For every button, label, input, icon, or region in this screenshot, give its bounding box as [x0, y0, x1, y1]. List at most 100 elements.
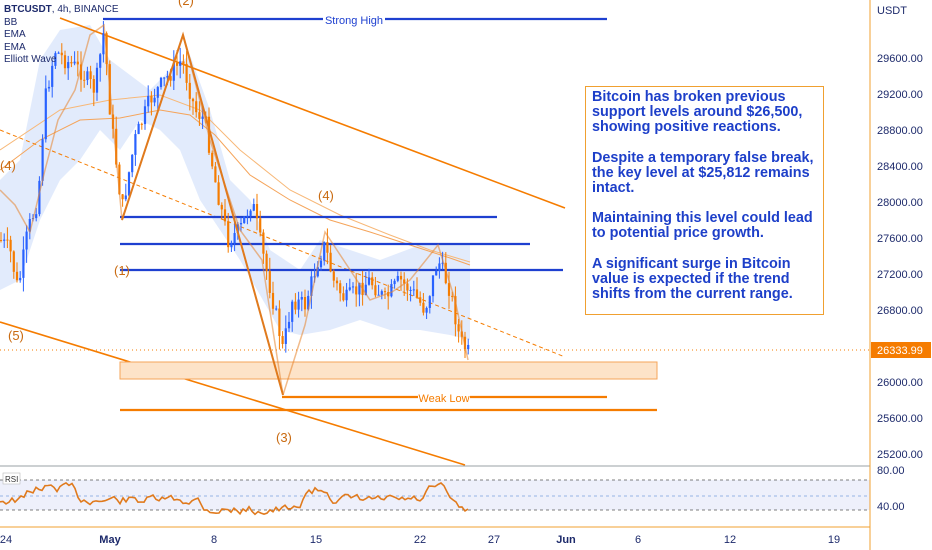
- candle-body: [467, 344, 470, 350]
- candle-body: [230, 243, 233, 248]
- price-tick-label: 29600.00: [877, 53, 923, 65]
- candle-body: [25, 231, 28, 250]
- candle-body: [95, 67, 99, 93]
- candle-body: [371, 277, 374, 286]
- candle-body: [303, 296, 307, 310]
- candle-body: [287, 321, 291, 329]
- candle-body: [431, 275, 435, 297]
- candle-body: [60, 52, 63, 56]
- candle-body: [38, 180, 41, 215]
- candle-body: [83, 79, 86, 81]
- candle-body: [307, 295, 310, 310]
- candle-body: [134, 134, 137, 155]
- price-tick-label: 28800.00: [877, 125, 923, 137]
- wave-label-3: (3): [276, 430, 292, 445]
- candle-body: [89, 71, 92, 80]
- candle-body: [300, 296, 303, 300]
- candle-body: [291, 301, 294, 322]
- price-tick-label: 26000.00: [877, 377, 923, 389]
- candle-body: [281, 336, 284, 344]
- price-tick-label: 28000.00: [877, 197, 923, 209]
- candle-body: [76, 61, 79, 65]
- ema-line-fast: [0, 109, 471, 266]
- candle-body: [172, 62, 175, 81]
- candle-body: [422, 302, 425, 313]
- candle-body: [399, 275, 403, 280]
- candle-body: [409, 289, 412, 291]
- wave-label-2: (2): [178, 0, 194, 8]
- rsi-tick-40: 40.00: [877, 501, 905, 513]
- wave-label-1: (1): [114, 263, 130, 278]
- candle-body: [265, 253, 268, 272]
- candle-body: [57, 52, 60, 54]
- candle-body: [297, 299, 300, 310]
- callout-paragraph-4: A significant surge in Bitcoin value is …: [592, 255, 793, 303]
- price-tick-label: 26800.00: [877, 305, 923, 317]
- candle-body: [143, 106, 147, 125]
- legend-indicator-ema-2[interactable]: EMA: [4, 41, 26, 53]
- price-tick-label: 25200.00: [877, 449, 923, 461]
- elliott-wave-leg: [121, 31, 284, 396]
- candle-body: [163, 77, 166, 79]
- candle-body: [217, 182, 220, 205]
- candle-body: [121, 194, 124, 200]
- candle-body: [364, 284, 367, 296]
- candle-body: [150, 95, 153, 103]
- candle-body: [246, 215, 249, 217]
- weak-low-label: Weak Low: [418, 393, 469, 405]
- candle-body: [44, 88, 47, 140]
- weak-low-label-bg: [418, 390, 470, 404]
- candle-body: [255, 204, 259, 219]
- legend-indicator-elliott[interactable]: Elliott Wave: [4, 54, 57, 65]
- candle-body: [323, 242, 326, 261]
- candle-body: [374, 285, 377, 296]
- rsi-line: [0, 481, 469, 516]
- legend-indicator-ema-1[interactable]: EMA: [4, 29, 26, 40]
- candle-body: [12, 251, 15, 272]
- candle-body: [9, 239, 12, 252]
- candle-body: [99, 54, 102, 68]
- candle-body: [383, 291, 387, 293]
- candle-body: [390, 284, 393, 297]
- candle-body: [377, 294, 380, 296]
- candle-body: [220, 204, 223, 210]
- candle-body: [294, 301, 297, 310]
- candle-body: [259, 218, 262, 233]
- price-tick-label: 25600.00: [877, 413, 923, 425]
- candle-body: [118, 164, 121, 195]
- legend-interval[interactable]: 4h: [57, 4, 69, 15]
- candle-body: [201, 116, 204, 119]
- legend-symbol-row: BTCUSDT, 4h, BINANCE: [4, 4, 119, 15]
- candle-body: [0, 240, 3, 241]
- candle-body: [115, 128, 118, 165]
- candle-body: [6, 239, 9, 241]
- candle-body: [102, 33, 105, 55]
- candle-body: [425, 307, 428, 313]
- candle-body: [239, 223, 243, 225]
- candle-body: [188, 82, 191, 99]
- candle-body: [441, 262, 444, 264]
- candle-body: [140, 123, 143, 125]
- price-tick-label: 28400.00: [877, 161, 923, 173]
- analysis-callout[interactable]: Bitcoin has broken previous support leve…: [585, 86, 824, 315]
- candle-body: [67, 62, 70, 69]
- legend-indicator-bb[interactable]: BB: [4, 16, 18, 28]
- candle-body: [191, 98, 195, 102]
- rsi-label: RSI: [5, 475, 18, 484]
- candle-body: [86, 71, 89, 81]
- candle-body: [332, 271, 335, 281]
- candle-body: [396, 275, 399, 281]
- last-price-badge: [871, 342, 931, 358]
- legend-symbol[interactable]: BTCUSDT: [4, 4, 52, 15]
- candle-body: [345, 289, 348, 301]
- candle-body: [342, 293, 345, 301]
- candle-body: [243, 216, 246, 224]
- rsi-pane: RSI: [0, 465, 870, 516]
- candle-body: [435, 270, 438, 276]
- candle-body: [310, 276, 313, 296]
- time-tick-label: 19: [828, 534, 840, 546]
- candle-body: [175, 62, 179, 66]
- wave-label-4-left: (4): [0, 158, 16, 173]
